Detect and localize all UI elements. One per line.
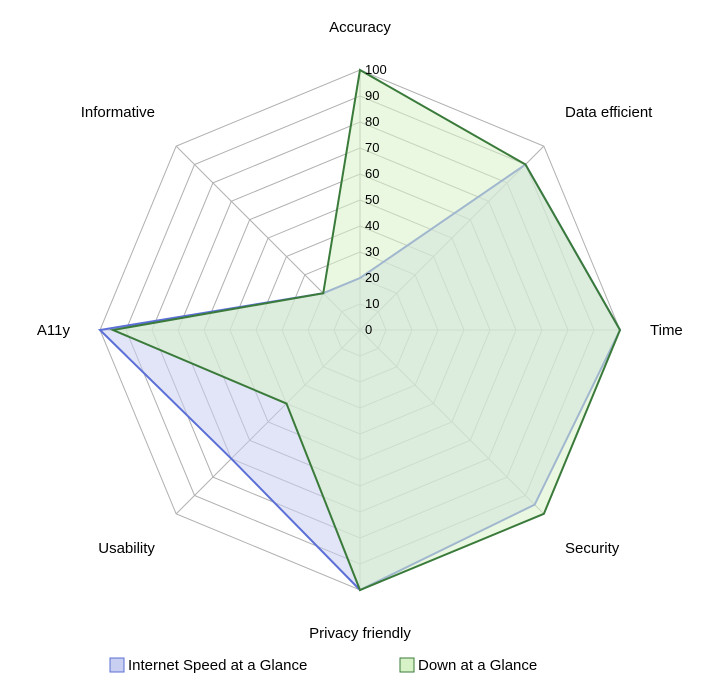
axis-label: Accuracy <box>329 19 391 36</box>
axis-label: A11y <box>37 322 71 339</box>
tick-label: 100 <box>365 62 387 77</box>
axis-label: Data efficient <box>565 104 653 121</box>
tick-label: 60 <box>365 166 379 181</box>
legend-label: Internet Speed at a Glance <box>128 657 307 674</box>
legend: Internet Speed at a Glance Down at a Glan… <box>110 657 537 674</box>
axis-label: Time <box>650 322 683 339</box>
legend-swatch <box>400 658 414 672</box>
tick-label: 10 <box>365 296 379 311</box>
tick-label: 90 <box>365 88 379 103</box>
legend-label: Down at a Glance <box>418 657 537 674</box>
tick-label: 30 <box>365 244 379 259</box>
tick-label: 80 <box>365 114 379 129</box>
tick-label: 20 <box>365 270 379 285</box>
legend-swatch <box>110 658 124 672</box>
axis-label: Security <box>565 540 620 557</box>
axis-label: Informative <box>81 104 155 121</box>
radar-chart: 0 10 20 30 40 50 60 70 80 90 100 Accuracy Data effic… <box>0 0 720 695</box>
tick-label: 0 <box>365 322 372 337</box>
radar-svg: 0 10 20 30 40 50 60 70 80 90 100 Accuracy Data effic… <box>0 0 720 695</box>
tick-label: 50 <box>365 192 379 207</box>
tick-label: 70 <box>365 140 379 155</box>
tick-label: 40 <box>365 218 379 233</box>
axis-label: Usability <box>98 540 155 557</box>
axis-label: Privacy friendly <box>309 625 411 642</box>
